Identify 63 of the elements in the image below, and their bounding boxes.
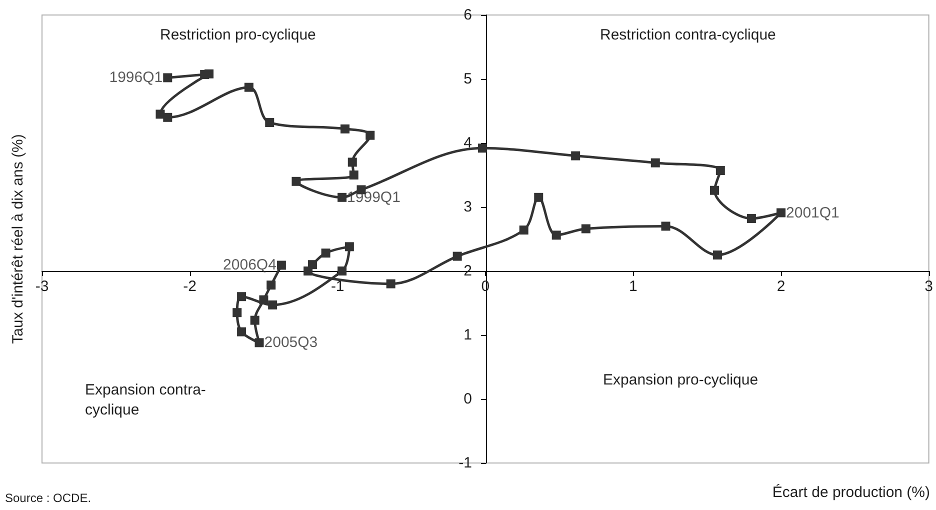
annotation: Expansion pro-cyclique: [603, 372, 758, 388]
annotation: 2005Q3: [264, 334, 318, 352]
point: [163, 73, 172, 82]
point: [650, 158, 660, 168]
point: [338, 192, 347, 202]
point: [232, 308, 242, 318]
point: [308, 260, 317, 270]
point: [710, 186, 720, 195]
point: [237, 327, 246, 336]
point: [163, 112, 172, 122]
point: [581, 224, 590, 234]
point: [452, 252, 462, 261]
point: [746, 214, 756, 224]
y-tick-label: 0: [464, 390, 472, 408]
point: [348, 158, 357, 167]
annotation: Restriction pro-cyclique: [160, 26, 316, 44]
x-tick-label: 2: [776, 278, 786, 295]
x-axis-title: Écart de production (%): [772, 483, 930, 501]
point: [244, 82, 254, 92]
y-tick-label: 4: [464, 134, 472, 152]
source-note: Source : OCDE.: [5, 491, 92, 505]
point: [266, 280, 276, 290]
x-tick-label: -1: [330, 278, 344, 295]
point: [259, 295, 268, 304]
annotation: Restriction contra-cyclique: [600, 26, 776, 44]
point: [519, 226, 528, 235]
point: [571, 151, 580, 160]
annotation: 2001Q1: [786, 204, 840, 222]
y-tick-label: 6: [464, 6, 472, 24]
point: [338, 266, 347, 276]
point: [478, 144, 487, 153]
point: [340, 124, 350, 134]
point: [204, 69, 214, 78]
point: [716, 166, 725, 176]
x-tick-label: -2: [183, 278, 196, 295]
point: [366, 130, 375, 140]
point: [254, 338, 264, 348]
point: [265, 118, 274, 128]
point: [321, 248, 330, 258]
y-axis-title: Taux d'intérêt réel à dix ans (%): [10, 134, 26, 344]
x-tick-label: -3: [35, 278, 49, 295]
x-tick-label: 3: [924, 278, 933, 295]
y-tick-label: 5: [464, 70, 472, 88]
x-tick-label: 1: [629, 278, 638, 295]
point: [268, 300, 278, 310]
y-tick-label: -1: [458, 454, 472, 472]
point: [712, 250, 722, 260]
point: [776, 208, 786, 218]
point: [237, 292, 246, 302]
point: [349, 170, 358, 180]
point: [552, 230, 561, 240]
point: [276, 260, 286, 270]
annotation: 1996Q1: [109, 69, 163, 86]
point: [386, 279, 396, 288]
point: [534, 192, 544, 202]
y-tick-label: 1: [464, 326, 472, 344]
point: [661, 222, 670, 231]
annotation: 2006Q4: [223, 256, 276, 274]
point: [250, 316, 260, 325]
point: [344, 242, 354, 252]
annotation: Expansion contra- cyclique: [85, 382, 206, 418]
point: [292, 176, 301, 186]
y-tick-label: 3: [464, 198, 472, 216]
